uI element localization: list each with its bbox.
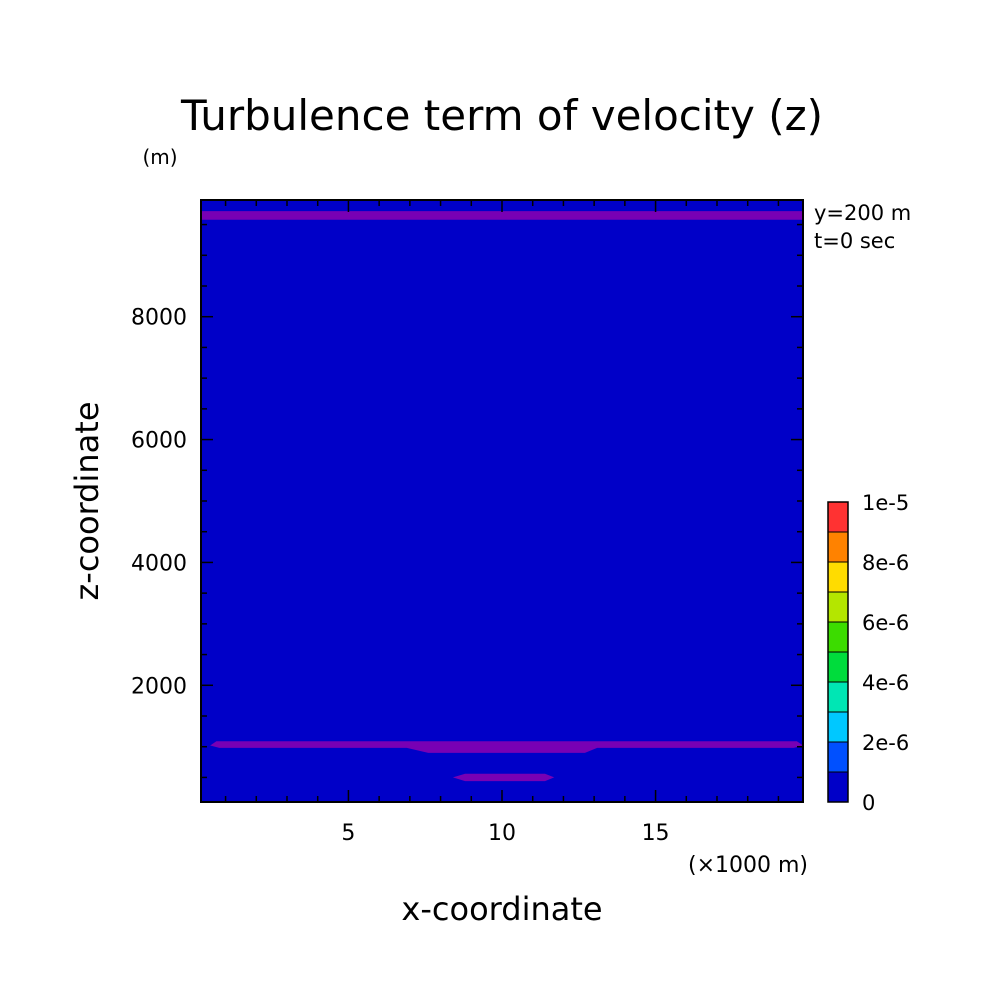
colorbar-swatch (827, 651, 849, 683)
colorbar-swatch (827, 621, 849, 653)
colorbar-frame (827, 501, 849, 803)
y-tick-labels: 2000 4000 6000 8000 (131, 306, 187, 700)
colorbar-tick-label: 8e-6 (862, 551, 909, 575)
contour-regions (201, 211, 803, 782)
colorbar-swatch (827, 711, 849, 743)
contour-region-3 (452, 773, 555, 782)
y-tick-label: 6000 (131, 429, 187, 454)
contour-region-2 (210, 741, 803, 753)
colorbar-swatch (827, 501, 849, 533)
x-tick-labels: 5 10 15 (341, 821, 669, 846)
y-tick-label: 2000 (131, 674, 187, 699)
colorbar: 0 2e-6 4e-6 6e-6 8e-6 1e-5 (827, 491, 909, 815)
x-unit-label: (×1000 m) (688, 853, 808, 878)
plot-area (200, 199, 804, 803)
y-tick-label: 4000 (131, 551, 187, 576)
colorbar-tick-label: 6e-6 (862, 611, 909, 635)
unit-label: (m) (142, 145, 177, 169)
colorbar-swatch (827, 561, 849, 593)
colorbar-swatch (827, 531, 849, 563)
plot-background (201, 200, 803, 802)
colorbar-swatch (827, 771, 849, 803)
x-tick-label: 15 (642, 821, 670, 846)
annotation-t: t=0 sec (814, 229, 895, 253)
colorbar-tick-label: 1e-5 (862, 491, 909, 515)
colorbar-tick-label: 0 (862, 791, 875, 815)
contour-region-1 (201, 211, 803, 220)
y-axis-label: z-coordinate (68, 401, 106, 600)
colorbar-tick-label: 2e-6 (862, 731, 909, 755)
colorbar-swatch (827, 591, 849, 623)
colorbar-swatch (827, 681, 849, 713)
colorbar-swatch (827, 741, 849, 773)
colorbar-tick-label: 4e-6 (862, 671, 909, 695)
annotation-y: y=200 m (814, 201, 911, 225)
y-tick-label: 8000 (131, 306, 187, 331)
x-axis-label: x-coordinate (401, 890, 602, 928)
x-tick-label: 10 (488, 821, 516, 846)
chart-title: Turbulence term of velocity (z) (180, 91, 823, 140)
x-tick-label: 5 (341, 821, 355, 846)
plot-frame (200, 199, 804, 803)
